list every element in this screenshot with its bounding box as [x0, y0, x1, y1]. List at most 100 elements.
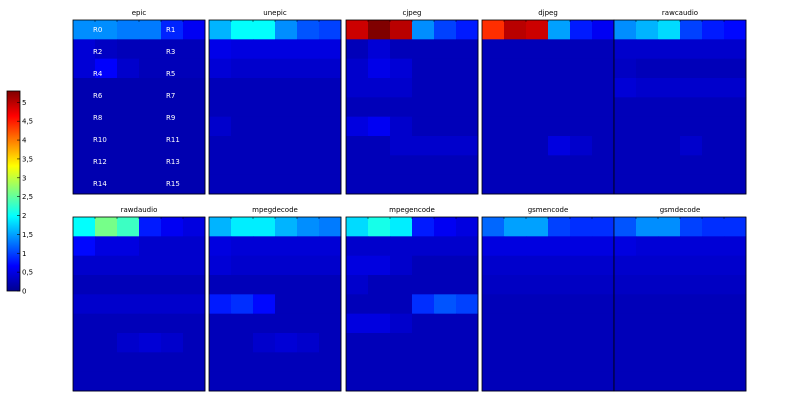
heatmap-cell: [73, 333, 96, 353]
heatmap-cell: [368, 136, 391, 156]
heatmap-cell: [95, 155, 118, 176]
heatmap-cell: [526, 78, 549, 98]
heatmap-cell: [526, 39, 549, 60]
region-label: R10: [93, 136, 107, 144]
heatmap-cell: [456, 116, 479, 137]
heatmap-cell: [592, 116, 615, 137]
heatmap-cell: [95, 39, 118, 60]
heatmap-cell: [117, 58, 140, 79]
heatmap-cell: [117, 275, 140, 295]
heatmap-cell: [117, 294, 140, 315]
heatmap-cell: [504, 174, 527, 195]
heatmap-cell: [548, 255, 571, 276]
heatmap-cell: [95, 275, 118, 295]
heatmap-cell: [614, 275, 637, 295]
heatmap-cell: [183, 371, 206, 392]
heatmap-cell: [139, 116, 162, 137]
heatmap-cell: [209, 333, 232, 353]
heatmap-cell: [275, 78, 298, 98]
heatmap-cell: [702, 174, 725, 195]
heatmap-cell: [161, 352, 184, 373]
heatmap-cell: [161, 371, 184, 392]
heatmap-cell: [412, 352, 435, 373]
heatmap-cell: [368, 294, 391, 315]
heatmap-cell: [548, 97, 571, 118]
heatmap-cell: [117, 39, 140, 60]
heatmap-cell: [548, 217, 571, 237]
heatmap-cell: [702, 255, 725, 276]
heatmap-cell: [570, 352, 593, 373]
heatmap-cell: [658, 136, 681, 156]
heatmap-cell: [412, 155, 435, 176]
heatmap-cell: [139, 294, 162, 315]
heatmap-cell: [570, 20, 593, 40]
heatmap-cell: [73, 78, 96, 98]
heatmap-cell: [297, 116, 320, 137]
heatmap-cell: [614, 294, 637, 315]
heatmap-cell: [183, 275, 206, 295]
heatmap-cell: [253, 313, 276, 334]
heatmap-cell: [297, 352, 320, 373]
heatmap-cell: [209, 20, 232, 40]
heatmap-cell: [319, 371, 342, 392]
heatmap-cell: [548, 275, 571, 295]
heatmap-cell: [526, 136, 549, 156]
panel-title: rawcaudio: [662, 9, 698, 17]
heatmap-cell: [95, 333, 118, 353]
heatmap-cell: [73, 58, 96, 79]
heatmap-cell: [636, 275, 659, 295]
heatmap-cell: [548, 20, 571, 40]
heatmap-cell: [209, 97, 232, 118]
heatmap-cell: [161, 20, 184, 40]
heatmap-cell: [724, 174, 747, 195]
heatmap-cell: [658, 352, 681, 373]
heatmap-cell: [390, 352, 413, 373]
heatmap-cell: [209, 294, 232, 315]
heatmap-cell: [368, 275, 391, 295]
heatmap-cell: [209, 116, 232, 137]
heatmap-cell: [526, 155, 549, 176]
heatmap-cell: [412, 236, 435, 257]
heatmap-cell: [73, 236, 96, 257]
heatmap-cell: [482, 155, 505, 176]
heatmap-cell: [73, 352, 96, 373]
heatmap-cell: [614, 58, 637, 79]
heatmap-cell: [636, 58, 659, 79]
heatmap-cell: [504, 39, 527, 60]
heatmap-cell: [390, 97, 413, 118]
heatmap-cell: [275, 97, 298, 118]
panel-cjpeg: cjpeg: [345, 9, 479, 195]
heatmap-cell: [504, 275, 527, 295]
heatmap-cell: [368, 313, 391, 334]
heatmap-cell: [117, 313, 140, 334]
panel-gsmdecode: gsmdecode: [613, 206, 747, 392]
heatmap-cell: [702, 97, 725, 118]
heatmap-cell: [275, 371, 298, 392]
heatmap-cell: [636, 155, 659, 176]
heatmap-cell: [253, 97, 276, 118]
heatmap-cell: [570, 116, 593, 137]
heatmap-cell: [161, 136, 184, 156]
heatmap-cell: [548, 174, 571, 195]
heatmap-cell: [434, 97, 457, 118]
heatmap-cell: [412, 136, 435, 156]
heatmap-cell: [724, 352, 747, 373]
heatmap-cell: [183, 97, 206, 118]
colorbar: 0 0,5 1 1,5 2 2,5 3 3,5 4 4,5 5: [6, 90, 33, 296]
region-label: R15: [166, 180, 180, 188]
heatmap-cell: [73, 39, 96, 60]
heatmap-cell: [482, 371, 505, 392]
heatmap-cell: [297, 20, 320, 40]
heatmap-cell: [117, 136, 140, 156]
heatmap-cell: [346, 236, 369, 257]
heatmap-cell: [570, 39, 593, 60]
heatmap-cell: [297, 275, 320, 295]
heatmap-cell: [183, 58, 206, 79]
colorbar-tick-label: 4: [22, 137, 27, 145]
heatmap-cell: [73, 217, 96, 237]
heatmap-cell: [346, 352, 369, 373]
heatmap-cell: [482, 294, 505, 315]
heatmap-cell: [592, 20, 615, 40]
heatmap-cell: [614, 352, 637, 373]
heatmap-cell: [73, 20, 96, 40]
